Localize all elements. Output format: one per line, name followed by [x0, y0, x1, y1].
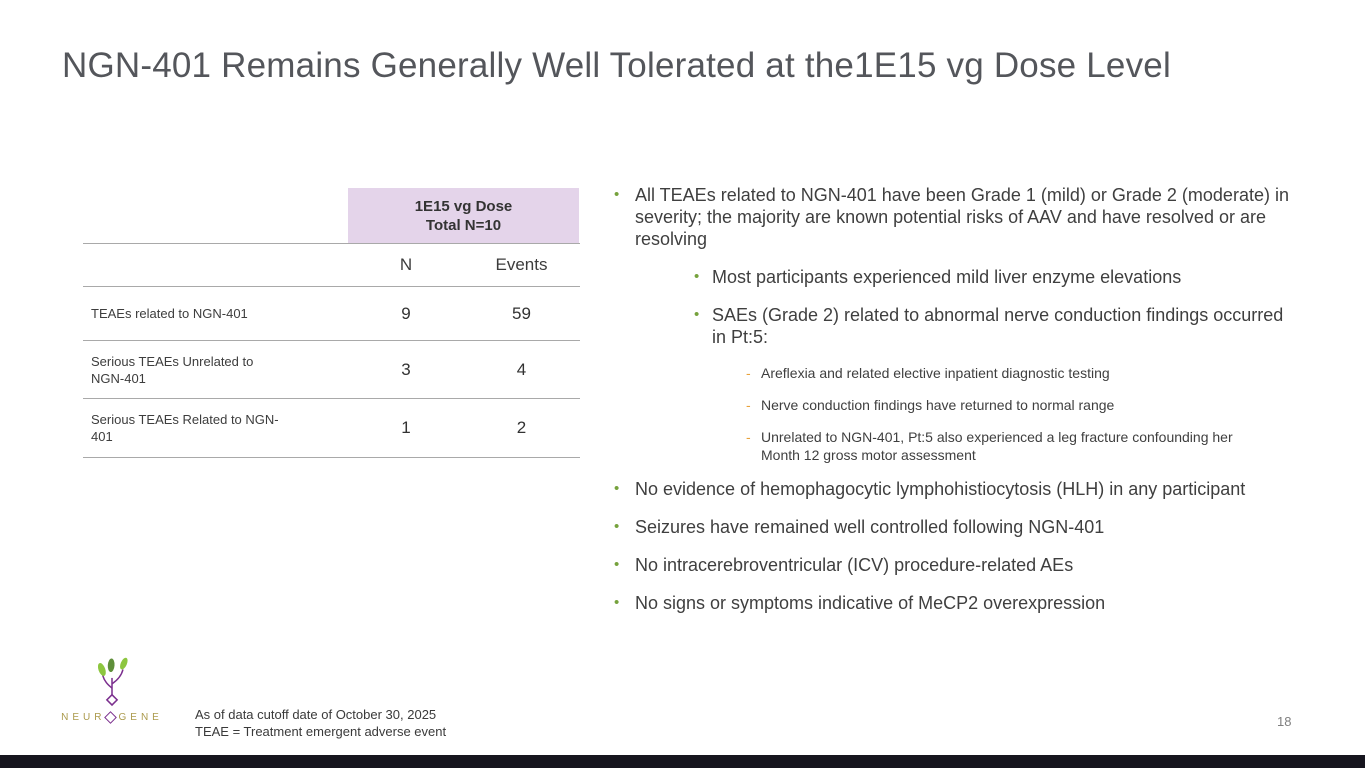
bullet-icon: •: [614, 594, 620, 611]
logo-text-left: NEUR: [61, 712, 106, 723]
footnote-data-cutoff: As of data cutoff date of October 30, 20…: [195, 707, 437, 722]
bullet-text: Unrelated to NGN-401, Pt:5 also experien…: [761, 429, 1233, 463]
bullet-text: SAEs (Grade 2) related to abnormal nerve…: [712, 305, 1284, 347]
bullet-item: • All TEAEs related to NGN-401 have been…: [612, 184, 1302, 250]
bullet-icon: •: [694, 306, 700, 323]
row-events-value: 2: [516, 418, 527, 437]
row-n-value: 3: [401, 359, 411, 379]
row-events-value: 4: [516, 359, 527, 379]
bullet-text: No signs or symptoms indicative of MeCP2…: [635, 593, 1106, 613]
bullet-item: • No signs or symptoms indicative of MeC…: [612, 592, 1302, 614]
row-n-value: 1: [401, 418, 411, 437]
dash-icon: -: [746, 429, 751, 445]
bullet-item: • Most participants experienced mild liv…: [692, 266, 1302, 288]
bullet-item: • Seizures have remained well controlled…: [612, 516, 1302, 538]
row-label: TEAEs related to NGN-401: [91, 306, 248, 321]
row-label: Serious TEAEs Unrelated to NGN-401: [91, 353, 254, 386]
column-header-events: Events: [495, 255, 548, 274]
bullet-icon: •: [694, 268, 700, 285]
slide-title: NGN-401 Remains Generally Well Tolerated…: [62, 46, 1171, 86]
bullet-item: • No intracerebroventricular (ICV) proce…: [612, 554, 1302, 576]
bullet-item: - Areflexia and related elective inpatie…: [746, 364, 1272, 382]
dash-icon: -: [746, 397, 751, 413]
bullet-item: - Unrelated to NGN-401, Pt:5 also experi…: [746, 428, 1272, 464]
footnotes: As of data cutoff date of October 30, 20…: [195, 706, 446, 740]
bullet-item: • No evidence of hemophagocytic lymphohi…: [612, 478, 1302, 500]
bullet-icon: •: [614, 480, 620, 497]
footnote-teae-definition: TEAE = Treatment emergent adverse event: [195, 724, 447, 739]
bottom-accent-bar: [0, 755, 1365, 768]
table-body: N Events TEAEs related to NGN-401 9 59 S…: [83, 243, 580, 458]
bullet-text: All TEAEs related to NGN-401 have been G…: [635, 185, 1289, 249]
table-dose-header: 1E15 vg Dose Total N=10: [348, 188, 579, 243]
bullet-item: • SAEs (Grade 2) related to abnormal ner…: [692, 304, 1302, 348]
row-label: Serious TEAEs Related to NGN-401: [91, 412, 279, 444]
bullet-text: Seizures have remained well controlled f…: [635, 517, 1105, 537]
column-header-n: N: [399, 255, 413, 274]
bullet-text: No evidence of hemophagocytic lymphohist…: [635, 479, 1246, 499]
bullet-icon: •: [614, 518, 620, 535]
neurogene-logo: NEUR GENE: [50, 656, 174, 724]
bullet-item: - Nerve conduction findings have returne…: [746, 396, 1272, 414]
table-row: TEAEs related to NGN-401 9 59: [83, 286, 580, 340]
table-column-header-row: N Events: [83, 243, 580, 286]
row-events-value: 59: [512, 303, 531, 323]
table-row: Serious TEAEs Unrelated to NGN-401 3 4: [83, 340, 580, 398]
logo-text-right: GENE: [118, 712, 163, 723]
dash-icon: -: [746, 365, 751, 381]
row-n-value: 9: [401, 303, 411, 323]
bullet-icon: •: [614, 186, 620, 203]
dose-header-line2: Total N=10: [425, 216, 502, 234]
page-number: 18: [1277, 714, 1292, 729]
bullet-text: Nerve conduction findings have returned …: [761, 397, 1115, 413]
bullet-text: Most participants experienced mild liver…: [712, 267, 1182, 287]
bullet-icon: •: [614, 556, 620, 573]
bullet-list: • All TEAEs related to NGN-401 have been…: [612, 184, 1302, 630]
bullet-text: No intracerebroventricular (ICV) procedu…: [635, 555, 1074, 575]
logo-wordmark: NEUR GENE: [50, 711, 174, 724]
bullet-text: Areflexia and related elective inpatient…: [761, 365, 1110, 381]
logo-tree-icon: [97, 657, 128, 707]
logo-diamond-icon: [103, 711, 117, 724]
table-row: Serious TEAEs Related to NGN-401 1 2: [83, 398, 580, 458]
dose-header-line1: 1E15 vg Dose: [414, 197, 513, 215]
